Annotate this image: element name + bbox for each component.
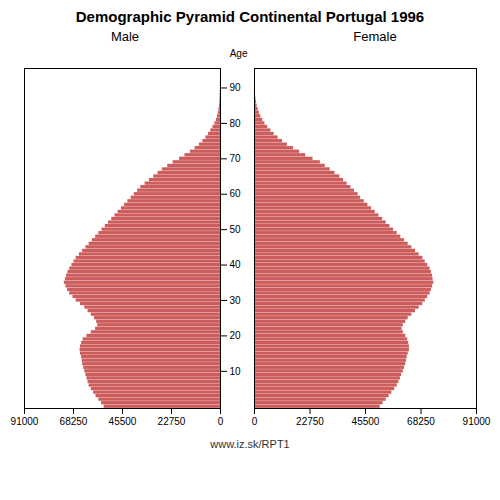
html-text:www.iz.sk/RPT1: www.iz.sk/RPT1: [210, 438, 290, 450]
svg-text:22750: 22750: [158, 416, 186, 427]
svg-text:90: 90: [230, 82, 242, 93]
svg-text:20: 20: [230, 330, 242, 341]
svg-text:45500: 45500: [352, 416, 380, 427]
svg-text:68250: 68250: [60, 416, 88, 427]
svg-text:0: 0: [252, 416, 258, 427]
html-text:Female: Female: [353, 29, 397, 44]
svg-text:40: 40: [230, 259, 242, 270]
svg-text:10: 10: [230, 366, 242, 377]
svg-text:45500: 45500: [109, 416, 137, 427]
svg-text:0: 0: [218, 416, 224, 427]
svg-text:68250: 68250: [407, 416, 435, 427]
svg-text:50: 50: [230, 224, 242, 235]
svg-text:70: 70: [230, 153, 242, 164]
svg-text:91000: 91000: [463, 416, 491, 427]
svg-text:91000: 91000: [11, 416, 39, 427]
svg-text:30: 30: [230, 295, 242, 306]
html-text:Demographic Pyramid Continenta: Demographic Pyramid Continental Portugal…: [75, 8, 425, 25]
svg-text:22750: 22750: [296, 416, 324, 427]
svg-text:Age: Age: [230, 48, 248, 59]
html-text:Male: Male: [110, 29, 140, 44]
svg-text:60: 60: [230, 188, 242, 199]
svg-text:80: 80: [230, 118, 242, 129]
